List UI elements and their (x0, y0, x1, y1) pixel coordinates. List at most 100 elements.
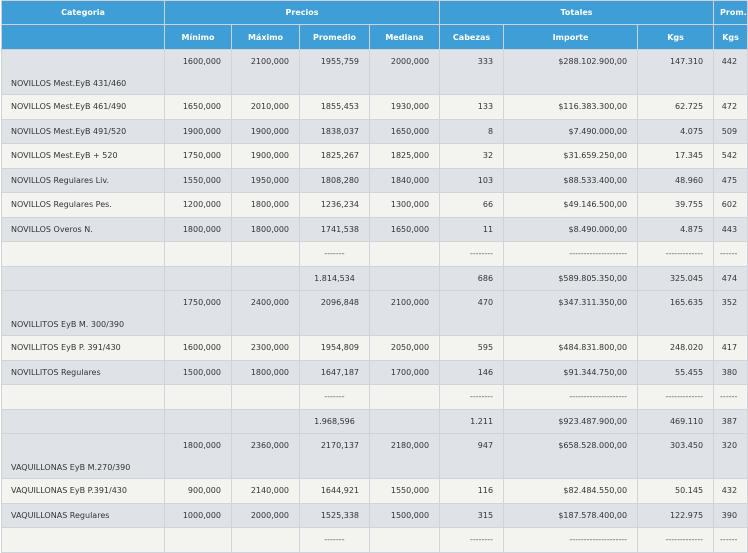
mediana-cell: 1700,000 (368, 359, 441, 385)
importe-cell: $658.528.000,00 (503, 433, 639, 479)
max-cell: 2300,000 (231, 335, 300, 361)
importe-dash: -------------------- (503, 241, 639, 267)
min-cell (164, 408, 232, 434)
total-row: 1.968,596 1.211 $923.487.900,00 469.110 387 (1, 408, 748, 434)
header-cabezas: Cabezas (439, 24, 505, 50)
header-importe: Importe (503, 24, 639, 50)
table-row: VAQUILLONAS Regulares 1000,000 2000,000 152… (1, 502, 748, 528)
table-row: NOVILLOS Regulares Pes. 1200,000 1800,000 1… (1, 192, 748, 218)
importe-cell: $7.490.000,00 (503, 118, 639, 144)
importe-cell: $484.831.800,00 (503, 335, 639, 361)
mediana-cell: 1550,000 (368, 478, 441, 504)
importe-cell: $347.311.350,00 (503, 290, 639, 336)
cabezas-dash: -------- (439, 384, 505, 410)
max-cell (231, 241, 300, 267)
header-kgs: Kgs (637, 24, 715, 50)
separator-row: ------- -------- -------------------- -----… (1, 241, 748, 267)
kgs-dash: ------------- (637, 384, 715, 410)
cabezas-cell: 103 (439, 167, 505, 193)
prom-kgs-cell: 475 (713, 167, 748, 193)
promedio-dash: ------- (299, 241, 370, 267)
min-cell (164, 265, 232, 291)
category-cell (1, 265, 165, 291)
kgs-cell: 147.310 (637, 49, 715, 95)
mediana-cell (368, 241, 441, 267)
prom-kgs-cell: 602 (713, 192, 748, 218)
table-body: NOVILLOS Mest.EyB 431/460 1600,000 2100,00… (1, 49, 748, 553)
kgs-dash: ------------- (637, 527, 715, 553)
table-row: NOVILLITOS EyB M. 300/390 1750,000 2400,00… (1, 290, 748, 336)
mediana-cell: 2180,000 (368, 433, 441, 479)
mediana-cell: 2050,000 (368, 335, 441, 361)
promedio-cell: 1644,921 (299, 478, 370, 504)
header-prom: Prom. (713, 0, 748, 25)
total-importe: $589.805.350,00 (503, 265, 639, 291)
cabezas-cell: 470 (439, 290, 505, 336)
min-cell: 1750,000 (164, 290, 232, 336)
mediana-cell (368, 527, 441, 553)
min-cell: 1000,000 (164, 502, 232, 528)
promedio-cell: 1741,538 (299, 216, 370, 242)
total-prom-kgs: 474 (713, 265, 748, 291)
min-cell: 1800,000 (164, 433, 232, 479)
prom-kgs-cell: 390 (713, 502, 748, 528)
promedio-dash: ------- (299, 384, 370, 410)
min-cell: 1600,000 (164, 335, 232, 361)
mediana-cell: 1650,000 (368, 216, 441, 242)
min-cell: 900,000 (164, 478, 232, 504)
category-cell: VAQUILLONAS EyB M.270/390 (1, 433, 165, 479)
category-cell: NOVILLOS Regulares Pes. (1, 192, 165, 218)
kgs-cell: 122.975 (637, 502, 715, 528)
prom-kgs-cell: 442 (713, 49, 748, 95)
max-cell: 2360,000 (231, 433, 300, 479)
mediana-cell: 1930,000 (368, 94, 441, 120)
max-cell: 1800,000 (231, 192, 300, 218)
prom-kgs-cell: 509 (713, 118, 748, 144)
min-cell: 1500,000 (164, 359, 232, 385)
kgs-cell: 248.020 (637, 335, 715, 361)
cabezas-cell: 32 (439, 143, 505, 169)
prom-kgs-dash: ------ (713, 384, 748, 410)
header-prom-kgs: Kgs (713, 24, 748, 50)
table-row: NOVILLOS Regulares Liv. 1550,000 1950,000 1… (1, 167, 748, 193)
max-cell: 2400,000 (231, 290, 300, 336)
prom-kgs-cell: 380 (713, 359, 748, 385)
cabezas-cell: 146 (439, 359, 505, 385)
kgs-cell: 62.725 (637, 94, 715, 120)
total-cabezas: 686 (439, 265, 505, 291)
promedio-cell: 1808,280 (299, 167, 370, 193)
min-cell (164, 384, 232, 410)
prom-kgs-dash: ------ (713, 527, 748, 553)
promedio-cell: 1855,453 (299, 94, 370, 120)
category-cell: NOVILLITOS EyB P. 391/430 (1, 335, 165, 361)
promedio-cell: 1838,037 (299, 118, 370, 144)
category-cell: NOVILLOS Mest.EyB 431/460 (1, 49, 165, 95)
total-kgs: 325.045 (637, 265, 715, 291)
header-promedio: Promedio (299, 24, 370, 50)
importe-cell: $116.383.300,00 (503, 94, 639, 120)
max-cell (231, 384, 300, 410)
prom-kgs-cell: 443 (713, 216, 748, 242)
min-cell: 1800,000 (164, 216, 232, 242)
category-cell (1, 384, 165, 410)
category-cell: NOVILLITOS EyB M. 300/390 (1, 290, 165, 336)
max-cell: 2140,000 (231, 478, 300, 504)
importe-dash: -------------------- (503, 527, 639, 553)
importe-dash: -------------------- (503, 384, 639, 410)
cabezas-cell: 315 (439, 502, 505, 528)
table-row: NOVILLOS Mest.EyB 491/520 1900,000 1900,00… (1, 118, 748, 144)
min-cell: 1200,000 (164, 192, 232, 218)
mediana-cell: 1840,000 (368, 167, 441, 193)
prom-kgs-cell: 320 (713, 433, 748, 479)
kgs-cell: 165.635 (637, 290, 715, 336)
prom-kgs-cell: 542 (713, 143, 748, 169)
mediana-cell: 2000,000 (368, 49, 441, 95)
category-cell: NOVILLOS Mest.EyB 491/520 (1, 118, 165, 144)
table-row: NOVILLITOS Regulares 1500,000 1800,000 1647… (1, 359, 748, 385)
mediana-cell (368, 265, 441, 291)
mediana-cell: 1650,000 (368, 118, 441, 144)
category-cell (1, 527, 165, 553)
total-row: 1.814,534 686 $589.805.350,00 325.045 474 (1, 265, 748, 291)
max-cell: 1800,000 (231, 216, 300, 242)
